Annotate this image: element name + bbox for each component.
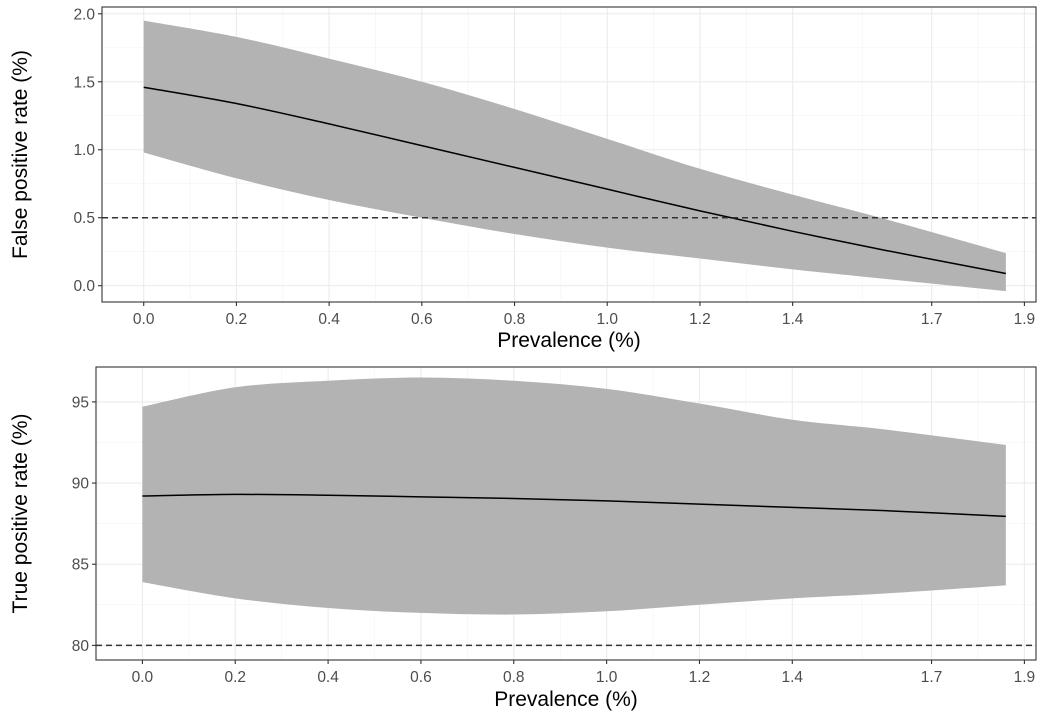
x-tick-label: 1.2 bbox=[689, 669, 711, 686]
confidence-ribbon bbox=[142, 377, 1006, 615]
x-tick-label: 1.0 bbox=[596, 311, 618, 328]
y-tick-label: 90 bbox=[72, 476, 90, 493]
x-tick-label: 0.6 bbox=[410, 669, 432, 686]
x-tick-label: 1.7 bbox=[921, 311, 943, 328]
y-tick-label: 0.0 bbox=[73, 278, 95, 295]
x-axis-title: Prevalence (%) bbox=[497, 329, 641, 352]
false-positive-rate-panel: 0.0 0.2 0.4 0.6 0.8 1.0 1.2 1.4 1.7 1.9 0.0 0.5 1.0 1… bbox=[9, 6, 1037, 352]
x-tick-label: 0.4 bbox=[318, 311, 340, 328]
x-tick-label: 1.4 bbox=[782, 311, 804, 328]
x-tick-label: 0.8 bbox=[504, 311, 526, 328]
y-tick-label: 2.0 bbox=[73, 6, 95, 23]
true-positive-rate-panel: 0.0 0.2 0.4 0.6 0.8 1.0 1.2 1.4 1.7 1.9 80 85 90 95 Pr… bbox=[9, 366, 1037, 711]
x-tick-label: 0.4 bbox=[317, 669, 339, 686]
x-tick-label: 0.6 bbox=[411, 311, 433, 328]
panel-border bbox=[101, 6, 1037, 303]
x-axis-title: Prevalence (%) bbox=[494, 688, 638, 711]
x-tick-label: 1.0 bbox=[596, 669, 618, 686]
y-tick-label: 85 bbox=[72, 557, 89, 574]
y-tick-label: 80 bbox=[72, 638, 90, 655]
y-axis-title: True positive rate (%) bbox=[9, 414, 32, 614]
x-tick-label: 0.0 bbox=[133, 311, 155, 328]
y-tick-label: 1.0 bbox=[73, 142, 95, 159]
x-tick-label: 0.2 bbox=[224, 669, 246, 686]
x-tick-label: 0.0 bbox=[132, 669, 154, 686]
x-tick-label: 1.7 bbox=[921, 669, 943, 686]
series-line bbox=[143, 86, 1007, 275]
y-tick-label: 95 bbox=[72, 394, 89, 411]
y-tick-label: 0.5 bbox=[73, 210, 95, 227]
x-tick-label: 1.9 bbox=[1014, 311, 1036, 328]
x-tick-label: 1.2 bbox=[689, 311, 711, 328]
x-tick-label: 1.9 bbox=[1014, 669, 1036, 686]
x-tick-label: 0.8 bbox=[503, 669, 525, 686]
x-tick-label: 0.2 bbox=[226, 311, 248, 328]
y-tick-label: 1.5 bbox=[73, 74, 95, 91]
panel-border bbox=[95, 366, 1037, 661]
confidence-ribbon bbox=[143, 20, 1006, 292]
series-line bbox=[142, 493, 1006, 518]
y-axis-title: False positive rate (%) bbox=[9, 50, 32, 259]
x-tick-label: 1.4 bbox=[782, 669, 804, 686]
